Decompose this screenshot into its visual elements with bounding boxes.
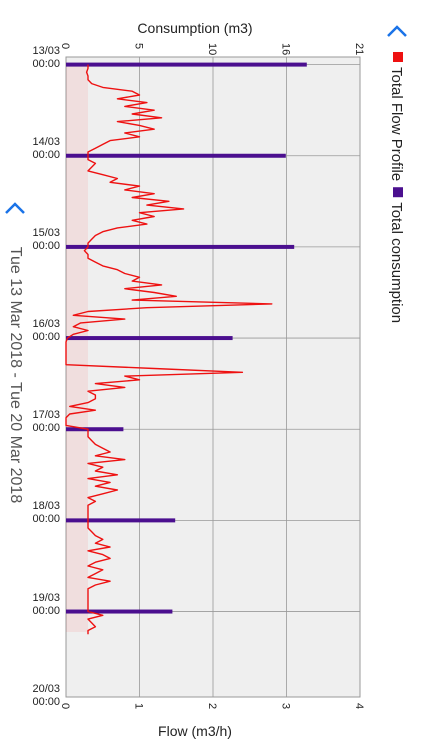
legend-label: Total consumption [388,202,405,323]
top-tick-label: 21 [353,43,365,55]
bottom-tick-label: 3 [280,703,292,709]
consumption-bar [66,609,173,614]
top-tick-label: 5 [133,43,145,49]
time-tick-label: 13/03 00:00 [32,44,60,70]
time-tick-label: 16/03 00:00 [32,318,60,344]
bottom-tick-label: 4 [353,703,365,709]
top-tick-label: 0 [59,43,71,49]
legend-swatch [393,52,403,62]
time-tick-label: 19/03 00:00 [32,591,60,617]
consumption-bar [66,244,295,249]
time-tick-label: 17/03 00:00 [32,409,60,435]
bottom-tick-label: 1 [133,703,145,709]
consumption-bar [66,427,124,432]
time-tick-label: 15/03 00:00 [32,226,60,252]
collapse-right-icon[interactable] [387,25,407,37]
consumption-bar [66,62,307,67]
top-tick-label: 16 [280,43,292,55]
consumption-bar [66,518,176,523]
time-tick-label: 20/03 00:00 [32,682,60,708]
date-range: Tue 13 Mar 2018 - Tue 20 Mar 2018 [7,247,24,504]
bottom-tick-label: 0 [59,703,71,709]
flow-line [65,64,273,635]
bottom-tick-label: 2 [206,703,218,709]
flow-band [66,65,88,632]
consumption-bar [66,153,286,158]
time-tick-label: 14/03 00:00 [32,135,60,161]
collapse-left-icon[interactable] [5,202,25,214]
top-axis-title: Consumption (m3) [137,20,252,36]
top-tick-label: 10 [206,43,218,55]
bottom-axis-title: Flow (m3/h) [158,723,232,739]
legend-swatch [393,187,403,198]
legend-label: Total Flow Profile [388,67,405,181]
consumption-bar [66,336,233,341]
time-tick-label: 18/03 00:00 [32,500,60,526]
